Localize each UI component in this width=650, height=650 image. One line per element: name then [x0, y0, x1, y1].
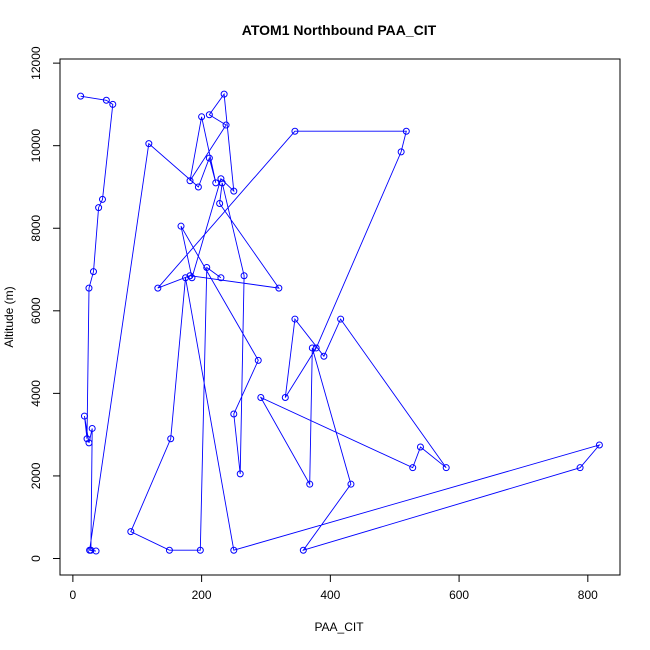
data-point — [240, 272, 248, 280]
data-point — [95, 204, 103, 212]
x-axis-label: PAA_CIT — [314, 620, 364, 634]
data-point — [442, 464, 450, 472]
data-point — [216, 199, 224, 207]
data-point — [167, 435, 175, 443]
data-point — [230, 187, 238, 195]
data-point — [337, 315, 345, 323]
data-point — [236, 470, 244, 478]
data-point — [576, 464, 584, 472]
data-point — [77, 92, 85, 100]
data-point — [145, 140, 153, 148]
x-axis: 0 200 400 600 800 — [70, 574, 598, 602]
data-point — [402, 127, 410, 135]
y-tick-label: 12000 — [29, 46, 43, 80]
data-point — [203, 263, 211, 271]
data-point — [409, 464, 417, 472]
data-point — [291, 127, 299, 135]
x-tick-label: 600 — [449, 588, 469, 602]
data-point — [196, 546, 204, 554]
data-point — [154, 284, 162, 292]
data-point — [254, 356, 262, 364]
data-point — [230, 410, 238, 418]
data-point — [595, 441, 603, 449]
data-point — [291, 315, 299, 323]
data-point — [165, 546, 173, 554]
series-line — [80, 92, 601, 552]
data-point — [85, 284, 93, 292]
data-point — [205, 154, 213, 162]
data-point — [80, 412, 88, 420]
data-point — [217, 274, 225, 282]
data-point — [198, 113, 206, 121]
x-tick-label: 0 — [70, 588, 77, 602]
data-point — [89, 268, 97, 276]
data-point — [312, 344, 320, 352]
data-point — [186, 272, 194, 280]
data-point — [220, 90, 228, 98]
data-point — [230, 546, 238, 554]
series-layer — [77, 90, 603, 555]
data-point — [257, 393, 265, 401]
data-point — [306, 480, 314, 488]
data-point — [98, 195, 106, 203]
y-axis-label: Altitude (m) — [2, 286, 16, 347]
data-point — [222, 121, 230, 129]
data-point — [109, 100, 117, 108]
data-point — [397, 148, 405, 156]
chart-title: ATOM1 Northbound PAA_CIT — [242, 22, 437, 38]
y-axis: 0 2000 4000 6000 8000 10000 12000 — [29, 46, 61, 562]
plot-frame — [59, 58, 621, 576]
data-point — [218, 179, 226, 187]
y-tick-label: 4000 — [29, 380, 43, 407]
data-point — [347, 480, 355, 488]
data-point — [281, 393, 289, 401]
y-tick-label: 0 — [29, 555, 43, 562]
data-point — [127, 528, 135, 536]
y-tick-label: 10000 — [29, 129, 43, 163]
data-point — [275, 284, 283, 292]
data-point — [194, 183, 202, 191]
data-point — [86, 546, 94, 554]
data-point — [416, 443, 424, 451]
data-point — [85, 439, 93, 447]
data-point — [217, 175, 225, 183]
data-point — [83, 435, 91, 443]
data-point — [177, 222, 185, 230]
x-tick-label: 200 — [192, 588, 212, 602]
data-point — [308, 344, 316, 352]
data-point — [102, 96, 110, 104]
y-tick-label: 8000 — [29, 215, 43, 242]
data-point — [205, 111, 213, 119]
data-point — [299, 546, 307, 554]
data-point — [88, 424, 96, 432]
x-tick-label: 400 — [320, 588, 340, 602]
data-point — [92, 547, 100, 555]
data-point — [186, 177, 194, 185]
data-point — [182, 274, 190, 282]
y-tick-label: 2000 — [29, 462, 43, 489]
y-tick-label: 6000 — [29, 297, 43, 324]
x-tick-label: 800 — [578, 588, 598, 602]
data-point — [320, 352, 328, 360]
